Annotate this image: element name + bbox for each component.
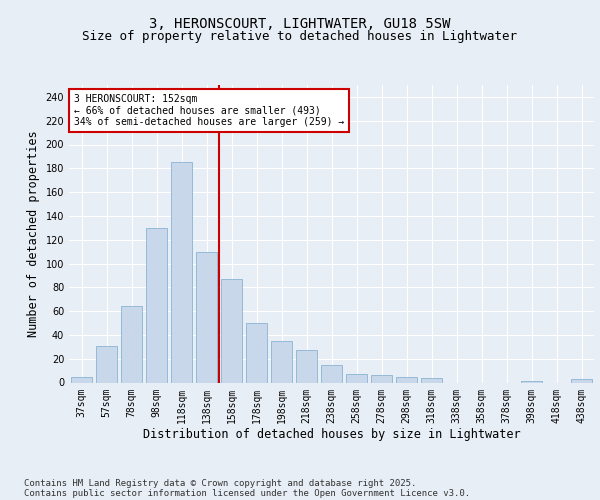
Text: Contains HM Land Registry data © Crown copyright and database right 2025.: Contains HM Land Registry data © Crown c…	[24, 478, 416, 488]
Bar	[121, 306, 142, 382]
Bar	[146, 228, 167, 382]
X-axis label: Distribution of detached houses by size in Lightwater: Distribution of detached houses by size …	[143, 428, 520, 441]
Bar	[346, 374, 367, 382]
Text: Contains public sector information licensed under the Open Government Licence v3: Contains public sector information licen…	[24, 488, 470, 498]
Bar	[296, 350, 317, 382]
Text: 3, HERONSCOURT, LIGHTWATER, GU18 5SW: 3, HERONSCOURT, LIGHTWATER, GU18 5SW	[149, 18, 451, 32]
Bar	[321, 364, 342, 382]
Bar	[396, 376, 417, 382]
Bar	[246, 323, 267, 382]
Text: 3 HERONSCOURT: 152sqm
← 66% of detached houses are smaller (493)
34% of semi-det: 3 HERONSCOURT: 152sqm ← 66% of detached …	[74, 94, 344, 127]
Text: Size of property relative to detached houses in Lightwater: Size of property relative to detached ho…	[83, 30, 517, 43]
Bar	[421, 378, 442, 382]
Bar	[221, 279, 242, 382]
Bar	[371, 376, 392, 382]
Y-axis label: Number of detached properties: Number of detached properties	[27, 130, 40, 337]
Bar	[171, 162, 192, 382]
Bar	[196, 252, 217, 382]
Bar	[271, 341, 292, 382]
Bar	[96, 346, 117, 383]
Bar	[71, 376, 92, 382]
Bar	[571, 379, 592, 382]
